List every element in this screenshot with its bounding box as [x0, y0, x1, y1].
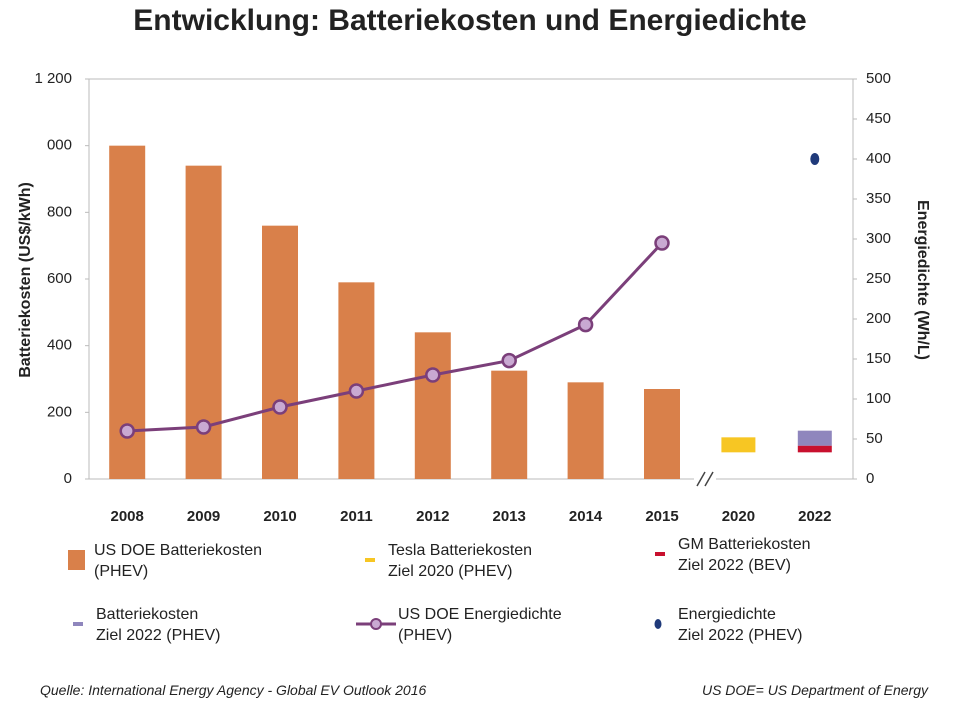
- y2-tick-label: 250: [866, 270, 891, 287]
- x-tick-label: 2014: [569, 508, 603, 525]
- line-marker: [577, 316, 594, 333]
- y-tick-label: 000: [47, 137, 72, 154]
- legend-label: US DOE Energiedichte (PHEV): [398, 606, 562, 644]
- legend-swatch: [654, 619, 662, 629]
- y2-tick-label: 400: [866, 150, 891, 167]
- bar: [338, 282, 375, 479]
- y2-tick-label: 500: [866, 70, 891, 87]
- y2-tick-label: 50: [866, 430, 883, 447]
- note: US DOE= US Department of Energy: [701, 682, 928, 698]
- x-tick-label: 2012: [416, 508, 449, 525]
- x-tick-label: 2008: [111, 508, 144, 525]
- legend-label: Tesla Batteriekosten Ziel 2020 (PHEV): [388, 542, 533, 580]
- y-axis-label: Batteriekosten (US$/kWh): [17, 182, 34, 378]
- line-marker: [348, 383, 365, 399]
- range-bar: [797, 445, 832, 453]
- range-bar: [721, 437, 756, 453]
- y-tick-label: 800: [47, 203, 72, 220]
- y-tick-label: 0: [64, 470, 72, 487]
- line-marker: [272, 399, 288, 415]
- x-tick-label: 2020: [722, 508, 755, 525]
- legend-marker: [365, 558, 375, 562]
- y2-tick-label: 100: [866, 390, 891, 407]
- chart-title: Entwicklung: Batteriekosten und Energied…: [133, 4, 806, 37]
- x-tick-label: 2013: [493, 508, 526, 525]
- legend-marker: [655, 552, 665, 556]
- legend-marker: [356, 618, 396, 630]
- bar: [567, 382, 604, 479]
- legend-label: GM Batteriekosten Ziel 2022 (BEV): [678, 536, 811, 574]
- y2-tick-label: 300: [866, 230, 891, 247]
- line-marker: [654, 235, 670, 251]
- x-tick-label: 2022: [798, 508, 831, 525]
- legend-marker: [73, 622, 83, 626]
- legend-swatch: [370, 618, 382, 630]
- y-tick-label: 400: [47, 337, 72, 354]
- line-marker: [119, 423, 135, 439]
- bar: [491, 370, 528, 479]
- bar: [262, 225, 298, 479]
- legend-marker: [68, 550, 85, 570]
- bar: [644, 389, 680, 479]
- x-tick-label: 2009: [187, 508, 220, 525]
- y2-axis-label: Energiedichte (Wh/L): [914, 200, 931, 360]
- legend-swatch: [68, 550, 85, 570]
- y2-tick-label: 150: [866, 350, 891, 367]
- y2-tick-label: 200: [866, 310, 891, 327]
- legend-label: Batteriekosten Ziel 2022 (PHEV): [96, 606, 221, 644]
- legend-label: Energiedichte Ziel 2022 (PHEV): [678, 606, 803, 644]
- legend-swatch: [655, 552, 665, 556]
- x-tick-label: 2010: [263, 508, 296, 525]
- y2-tick-label: 450: [866, 110, 891, 127]
- y-tick-label: 200: [47, 403, 72, 420]
- legend-swatch: [365, 558, 375, 562]
- line-marker: [425, 367, 441, 383]
- range-bar: [797, 430, 832, 446]
- y-tick-label: 1 200: [34, 70, 72, 87]
- y2-tick-label: 350: [866, 190, 891, 207]
- y-tick-label: 600: [47, 270, 72, 287]
- x-tick-label: 2015: [645, 508, 678, 525]
- legend-label: US DOE Batteriekosten (PHEV): [94, 542, 263, 580]
- legend-swatch: [73, 622, 83, 626]
- line-marker: [501, 352, 517, 369]
- line-marker: [195, 419, 212, 435]
- point: [810, 153, 820, 165]
- line: [127, 241, 664, 433]
- legend-marker: [654, 619, 662, 629]
- source: Quelle: International Energy Agency - Gl…: [40, 682, 427, 698]
- axis-break: [694, 470, 716, 488]
- y2-tick-label: 0: [866, 470, 874, 487]
- bar: [414, 332, 451, 479]
- x-tick-label: 2011: [340, 508, 373, 525]
